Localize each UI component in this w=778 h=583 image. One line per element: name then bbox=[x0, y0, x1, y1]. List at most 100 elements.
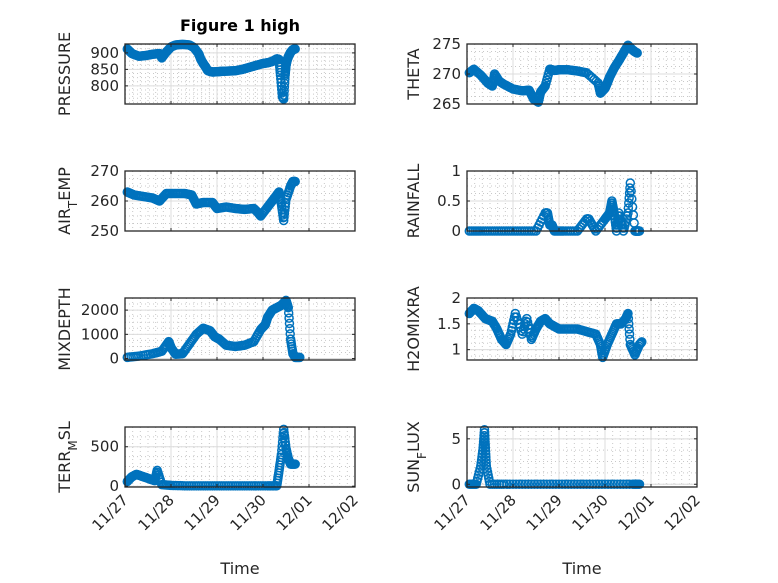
data-point bbox=[479, 428, 490, 438]
x-axis-label-left: Time bbox=[219, 559, 259, 578]
data-point bbox=[563, 479, 573, 490]
x-tick-label: 11/27 bbox=[89, 491, 132, 534]
axes-theta: 265 270 275 THETA bbox=[404, 35, 698, 113]
y-tick-label: 1 bbox=[451, 162, 461, 180]
data-point bbox=[526, 479, 537, 490]
y-axis-label: TERRMSL bbox=[55, 421, 80, 494]
y-tick-label: 250 bbox=[90, 222, 119, 240]
y-axis-label: PRESSURE bbox=[55, 32, 74, 116]
x-tick-label: 11/28 bbox=[135, 491, 178, 534]
data-point bbox=[278, 215, 289, 226]
x-tick-label: 11/29 bbox=[523, 491, 566, 534]
data-point bbox=[290, 459, 300, 469]
data-point bbox=[480, 434, 490, 444]
data-point bbox=[480, 437, 490, 447]
data-point bbox=[624, 188, 635, 198]
x-tick-label: 12/02 bbox=[319, 491, 362, 534]
data-point bbox=[624, 329, 635, 339]
x-tick-label: 11/28 bbox=[477, 491, 520, 534]
data-point bbox=[632, 48, 642, 58]
data-point bbox=[480, 443, 491, 453]
data-point bbox=[280, 434, 290, 444]
data-point bbox=[538, 479, 549, 490]
axes-sun-flux: 0 5 11/27 11/28 11/29 11/30 12/01 12/02 SUNFLUX bbox=[404, 421, 704, 534]
data-point bbox=[587, 479, 598, 490]
data-point bbox=[290, 44, 300, 54]
data-point bbox=[283, 308, 294, 318]
y-tick-label: 270 bbox=[432, 65, 461, 83]
data-point bbox=[508, 479, 518, 490]
data-point bbox=[554, 479, 564, 490]
y-tick-label: 0.5 bbox=[437, 192, 461, 210]
data-point bbox=[560, 479, 570, 490]
x-tick-label: 12/01 bbox=[273, 491, 316, 534]
data-point bbox=[499, 479, 509, 490]
axes-terr-msl: 0 500 11/27 11/28 11/29 11/30 12/01 12/02 TERRMS… bbox=[55, 421, 362, 534]
data-point bbox=[514, 479, 524, 490]
data-point bbox=[295, 352, 305, 363]
data-point bbox=[517, 479, 527, 490]
data-point bbox=[480, 449, 491, 459]
y-tick-label: 800 bbox=[90, 77, 119, 95]
axes-box bbox=[466, 297, 698, 361]
axes-box bbox=[124, 43, 356, 105]
y-tick-label: 0 bbox=[451, 475, 461, 493]
y-tick-label: 260 bbox=[90, 192, 119, 210]
data-point bbox=[572, 479, 583, 490]
x-tick-label: 11/27 bbox=[431, 491, 474, 534]
data-point bbox=[597, 479, 607, 490]
data-point bbox=[502, 479, 512, 490]
data-point bbox=[600, 479, 610, 490]
data-point bbox=[535, 479, 546, 490]
y-tick-label: 0 bbox=[109, 350, 119, 368]
data-point bbox=[566, 479, 577, 490]
data-point bbox=[279, 212, 289, 222]
data-point bbox=[606, 479, 616, 490]
data-point bbox=[623, 203, 634, 213]
axes-box bbox=[124, 297, 356, 361]
data-point bbox=[480, 446, 491, 456]
axes-mixdepth: 0 1000 2000 MIXDEPTH bbox=[55, 287, 356, 371]
data-point bbox=[578, 479, 589, 490]
data-point bbox=[481, 458, 491, 468]
y-axis-label: THETA bbox=[404, 48, 423, 100]
data-point bbox=[584, 479, 595, 490]
x-tick-label: 11/30 bbox=[227, 491, 270, 534]
y-tick-label: 270 bbox=[90, 162, 119, 180]
data-point bbox=[569, 479, 580, 490]
data-point bbox=[523, 479, 534, 490]
data-point bbox=[591, 479, 601, 490]
y-tick-label: 0 bbox=[451, 222, 461, 240]
data-point bbox=[283, 302, 294, 313]
data-point bbox=[279, 208, 290, 219]
y-tick-label: 0 bbox=[109, 477, 119, 495]
data-point bbox=[284, 318, 295, 329]
axes-air-temp: 250 260 270 AIRTEMP bbox=[55, 162, 356, 240]
data-point bbox=[280, 205, 290, 215]
data-point bbox=[278, 424, 289, 435]
data-point bbox=[520, 479, 531, 490]
y-axis-label: SUNFLUX bbox=[404, 421, 429, 493]
data-point bbox=[634, 479, 645, 490]
figure-title: Figure 1 high bbox=[180, 16, 300, 35]
axes-box bbox=[466, 426, 698, 488]
data-point bbox=[480, 440, 490, 450]
data-point bbox=[624, 319, 634, 329]
data-point bbox=[479, 424, 490, 435]
x-tick-label: 12/02 bbox=[661, 491, 704, 534]
data-point bbox=[615, 479, 626, 490]
axes-rainfall: 0 0.5 1 RAINFALL bbox=[404, 162, 698, 240]
y-tick-label: 500 bbox=[90, 438, 119, 456]
x-axis-label-right: Time bbox=[561, 559, 601, 578]
x-tick-label: 11/30 bbox=[569, 491, 612, 534]
data-point bbox=[603, 479, 613, 490]
data-point bbox=[623, 308, 633, 319]
data-point bbox=[623, 208, 633, 218]
data-point bbox=[575, 479, 586, 490]
data-point bbox=[594, 479, 604, 490]
data-point bbox=[480, 431, 490, 441]
data-point bbox=[623, 313, 634, 324]
axes-h2omixra: 1 1.5 2 H2OMIXRA bbox=[404, 286, 698, 372]
data-point bbox=[505, 479, 515, 490]
data-point bbox=[637, 337, 647, 347]
